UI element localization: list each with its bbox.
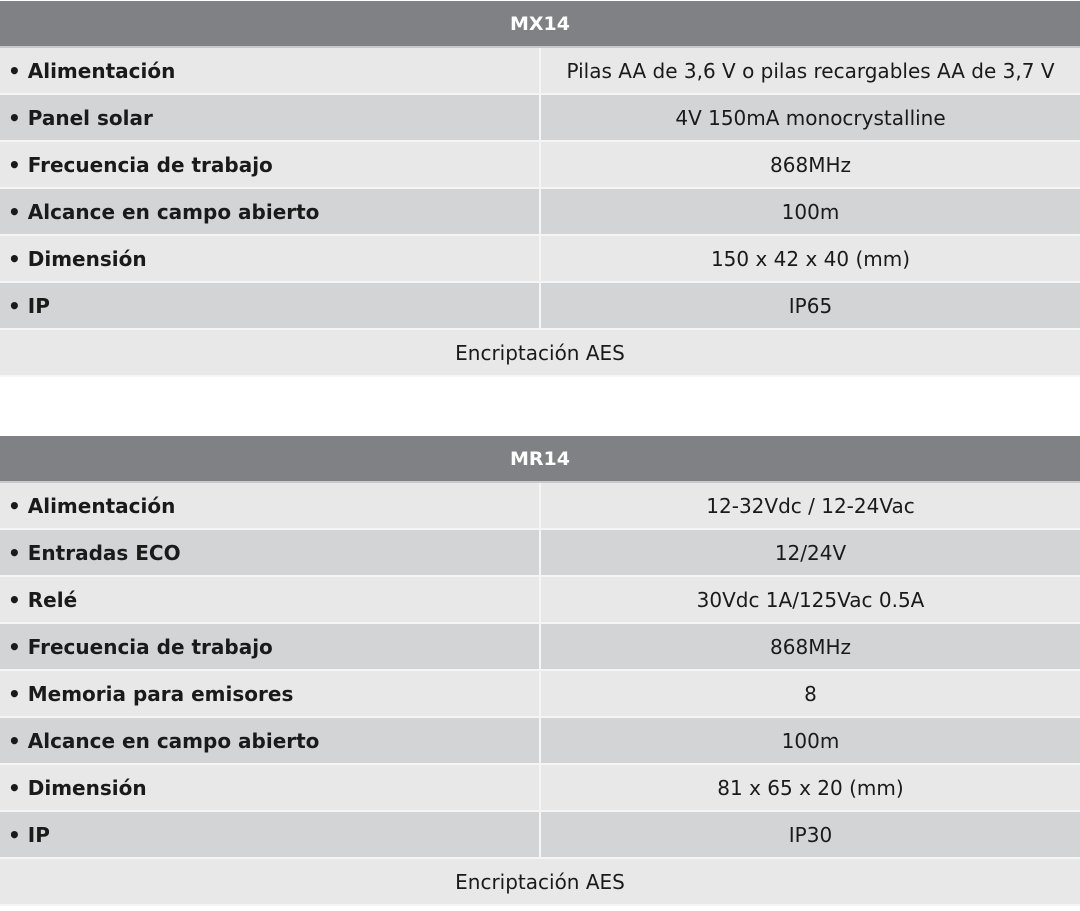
spec-label: • Relé: [0, 576, 541, 624]
table-row: • Dimensión 150 x 42 x 40 (mm): [0, 235, 1080, 283]
table-row: • Frecuencia de trabajo 868MHz: [0, 141, 1080, 189]
spec-value: 30Vdc 1A/125Vac 0.5A: [540, 576, 1080, 624]
spec-label: • Frecuencia de trabajo: [0, 623, 541, 671]
spec-value: 81 x 65 x 20 (mm): [540, 764, 1080, 812]
spec-value: 8: [540, 670, 1080, 718]
mx14-spec-table: MX14 • Alimentación Pilas AA de 3,6 V o p…: [0, 1, 1080, 377]
spec-label: • Memoria para emisores: [0, 670, 541, 718]
spec-value: 100m: [540, 188, 1080, 236]
table-row: • Memoria para emisores 8: [0, 670, 1080, 718]
spec-value: Pilas AA de 3,6 V o pilas recargables AA…: [540, 47, 1080, 95]
table-row: • IP IP30: [0, 811, 1080, 859]
spec-label: • Dimensión: [0, 235, 541, 283]
table-row: • Dimensión 81 x 65 x 20 (mm): [0, 764, 1080, 812]
spec-label: • Frecuencia de trabajo: [0, 141, 541, 189]
spec-label: • Alcance en campo abierto: [0, 188, 541, 236]
encryption-note: Encriptación AES: [0, 858, 1080, 906]
table-row: Encriptación AES: [0, 858, 1080, 906]
spec-value: IP65: [540, 282, 1080, 330]
table-row: • IP IP65: [0, 282, 1080, 330]
spec-value: IP30: [540, 811, 1080, 859]
table-row: • Panel solar 4V 150mA monocrystalline: [0, 94, 1080, 142]
spec-value: 12/24V: [540, 529, 1080, 577]
mr14-spec-table: MR14 • Alimentación 12-32Vdc / 12-24Vac • …: [0, 436, 1080, 906]
spec-label: • Entradas ECO: [0, 529, 541, 577]
table-row: • Alimentación Pilas AA de 3,6 V o pilas …: [0, 47, 1080, 95]
spec-label: • Alcance en campo abierto: [0, 717, 541, 765]
spec-value: 12-32Vdc / 12-24Vac: [540, 482, 1080, 530]
spec-value: 868MHz: [540, 623, 1080, 671]
table-row: Encriptación AES: [0, 329, 1080, 377]
table-title: MR14: [0, 436, 1080, 483]
spec-label: • IP: [0, 282, 541, 330]
table-title: MX14: [0, 1, 1080, 48]
spec-label: • Alimentación: [0, 47, 541, 95]
spec-value: 150 x 42 x 40 (mm): [540, 235, 1080, 283]
spec-value: 4V 150mA monocrystalline: [540, 94, 1080, 142]
table-row: • Alimentación 12-32Vdc / 12-24Vac: [0, 482, 1080, 530]
encryption-note: Encriptación AES: [0, 329, 1080, 377]
table-row: • Alcance en campo abierto 100m: [0, 188, 1080, 236]
spec-value: 868MHz: [540, 141, 1080, 189]
spec-label: • IP: [0, 811, 541, 859]
table-row: • Alcance en campo abierto 100m: [0, 717, 1080, 765]
table-row: • Relé 30Vdc 1A/125Vac 0.5A: [0, 576, 1080, 624]
spec-label: • Dimensión: [0, 764, 541, 812]
spec-label: • Alimentación: [0, 482, 541, 530]
spec-label: • Panel solar: [0, 94, 541, 142]
spec-value: 100m: [540, 717, 1080, 765]
table-row: • Frecuencia de trabajo 868MHz: [0, 623, 1080, 671]
table-row: • Entradas ECO 12/24V: [0, 529, 1080, 577]
